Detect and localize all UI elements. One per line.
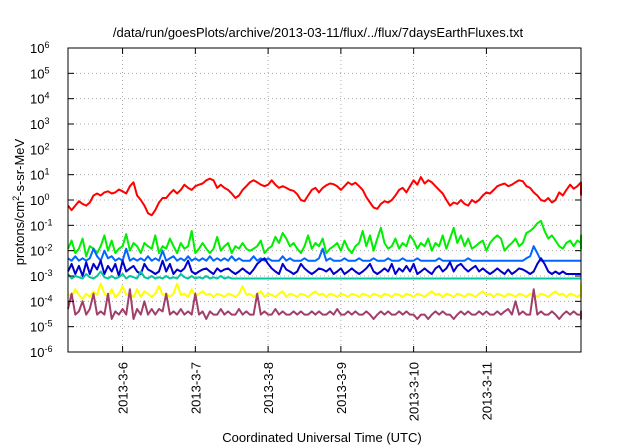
y-tick-exponent: 2 <box>44 141 49 151</box>
series-line-5 <box>67 270 581 280</box>
x-tick-label: 2013-3-7 <box>188 362 203 414</box>
y-tick-base: 10 <box>30 117 44 132</box>
y-tick-label: 10-5 <box>30 319 52 335</box>
series-line-1 <box>67 176 582 217</box>
y-tick-base: 10 <box>30 294 44 309</box>
x-tick-labels: 2013-3-6 2013-3-7 2013-3-8 2013-3-9 2013-3-1… <box>116 362 495 421</box>
y-tick-base: 10 <box>30 193 44 208</box>
y-tick-base: 10 <box>30 269 44 284</box>
y-axis-label-superscript: 2 <box>11 196 21 201</box>
series-line-6 <box>67 282 582 301</box>
y-tick-label: 103 <box>30 116 49 132</box>
y-tick-exponent: 5 <box>44 65 49 75</box>
y-tick-base: 10 <box>30 142 44 157</box>
x-tick-label: 2013-3-8 <box>261 362 276 414</box>
y-tick-exponent: 6 <box>44 40 49 50</box>
x-tick-label: 2013-3-6 <box>116 362 131 414</box>
y-tick-exponent: 1 <box>44 167 49 177</box>
y-tick-label: 10-3 <box>30 268 52 284</box>
y-tick-base: 10 <box>30 41 44 56</box>
x-tick-label: 2013-3-11 <box>479 362 494 420</box>
series-line-3 <box>67 245 581 262</box>
axis-ticks <box>68 47 581 353</box>
y-tick-base: 10 <box>30 92 44 107</box>
grid <box>68 48 581 352</box>
y-axis-label-unit: protons/cm <box>12 201 27 265</box>
chart-title: /data/run/goesPlots/archive/2013-03-11/f… <box>113 25 524 40</box>
y-tick-base: 10 <box>30 218 44 233</box>
y-tick-base: 10 <box>30 320 44 335</box>
x-axis-label: Coordinated Universal Time (UTC) <box>222 430 421 445</box>
y-tick-base: 10 <box>30 345 44 360</box>
y-tick-exponent: -2 <box>44 243 52 253</box>
y-tick-exponent: 4 <box>44 91 49 101</box>
series-line-4 <box>67 257 581 277</box>
y-tick-label: 101 <box>30 167 49 183</box>
y-tick-label: 102 <box>30 141 49 157</box>
y-tick-exponent: -3 <box>44 268 52 278</box>
series-line-7 <box>67 288 582 320</box>
y-tick-label: 104 <box>30 91 49 107</box>
y-tick-exponent: -4 <box>44 293 52 303</box>
y-tick-exponent: 0 <box>44 192 49 202</box>
y-tick-label: 10-6 <box>30 344 52 360</box>
y-tick-exponent: -6 <box>44 344 52 354</box>
y-tick-base: 10 <box>30 66 44 81</box>
y-tick-label: 10-2 <box>30 243 52 259</box>
y-axis-label-rest: -s-sr-MeV <box>12 138 27 195</box>
y-tick-base: 10 <box>30 168 44 183</box>
y-tick-exponent: -5 <box>44 319 52 329</box>
y-tick-label: 10-1 <box>30 217 52 233</box>
y-axis-label: protons/cm2-s-sr-MeV <box>11 138 27 265</box>
y-tick-base: 10 <box>30 244 44 259</box>
y-tick-label: 105 <box>30 65 49 81</box>
y-tick-label: 106 <box>30 40 49 56</box>
y-tick-labels: 10-610-510-410-310-210-11001011021031041… <box>30 40 52 360</box>
x-tick-label: 2013-3-10 <box>407 362 422 421</box>
series-lines <box>67 176 582 320</box>
y-tick-exponent: 3 <box>44 116 49 126</box>
x-tick-label: 2013-3-9 <box>334 362 349 414</box>
series-line-2 <box>67 219 582 258</box>
y-tick-label: 100 <box>30 192 49 208</box>
y-tick-label: 10-4 <box>30 293 52 309</box>
y-tick-exponent: -1 <box>44 217 52 227</box>
